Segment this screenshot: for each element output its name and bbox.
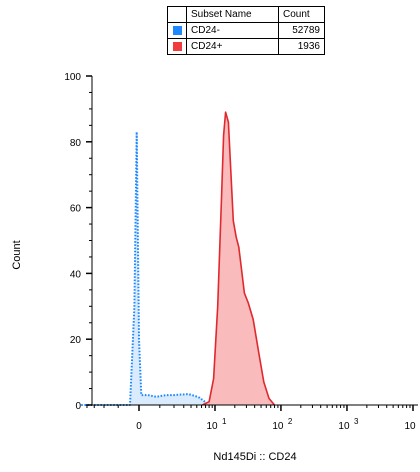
x-tick-exponent: 3 [354, 417, 359, 426]
axes: 0204060801000101102103104 [64, 72, 418, 432]
plot-area [81, 111, 276, 406]
legend-header-row: Subset Name Count [167, 6, 325, 23]
x-tick-label: 10 [338, 421, 350, 432]
x-axis-label: Nd145Di :: CD24 [213, 451, 296, 463]
x-tick-label: 0 [136, 421, 142, 432]
legend-swatch-cd24-neg [172, 25, 182, 35]
y-tick-label: 40 [70, 269, 82, 280]
series-fill-cd24- [81, 131, 213, 405]
legend-swatch-cd24-pos [172, 41, 182, 51]
y-tick-label: 80 [70, 138, 82, 149]
x-tick-label: 10 [272, 421, 284, 432]
x-tick-label: 10 [206, 421, 218, 432]
y-tick-label: 0 [75, 401, 81, 412]
y-axis-label: Count [11, 240, 23, 269]
legend-table: Subset Name Count CD24- 52789 CD24+ 1936 [167, 6, 325, 55]
legend-name-cd24-pos: CD24+ [186, 38, 279, 55]
y-tick-label: 100 [64, 72, 81, 83]
series-line-cd24- [81, 130, 213, 406]
legend-count-cd24-neg: 52789 [278, 22, 325, 39]
y-tick-label: 20 [70, 335, 82, 346]
series-line-cd24- [202, 111, 276, 406]
legend-row-cd24-pos: CD24+ 1936 [167, 38, 325, 55]
series-fill-cd24- [202, 112, 275, 405]
legend-count-cd24-pos: 1936 [278, 38, 325, 55]
y-tick-label: 60 [70, 204, 82, 215]
x-tick-label: 10 [404, 421, 416, 432]
x-tick-exponent: 1 [222, 417, 227, 426]
x-tick-exponent: 2 [288, 417, 293, 426]
